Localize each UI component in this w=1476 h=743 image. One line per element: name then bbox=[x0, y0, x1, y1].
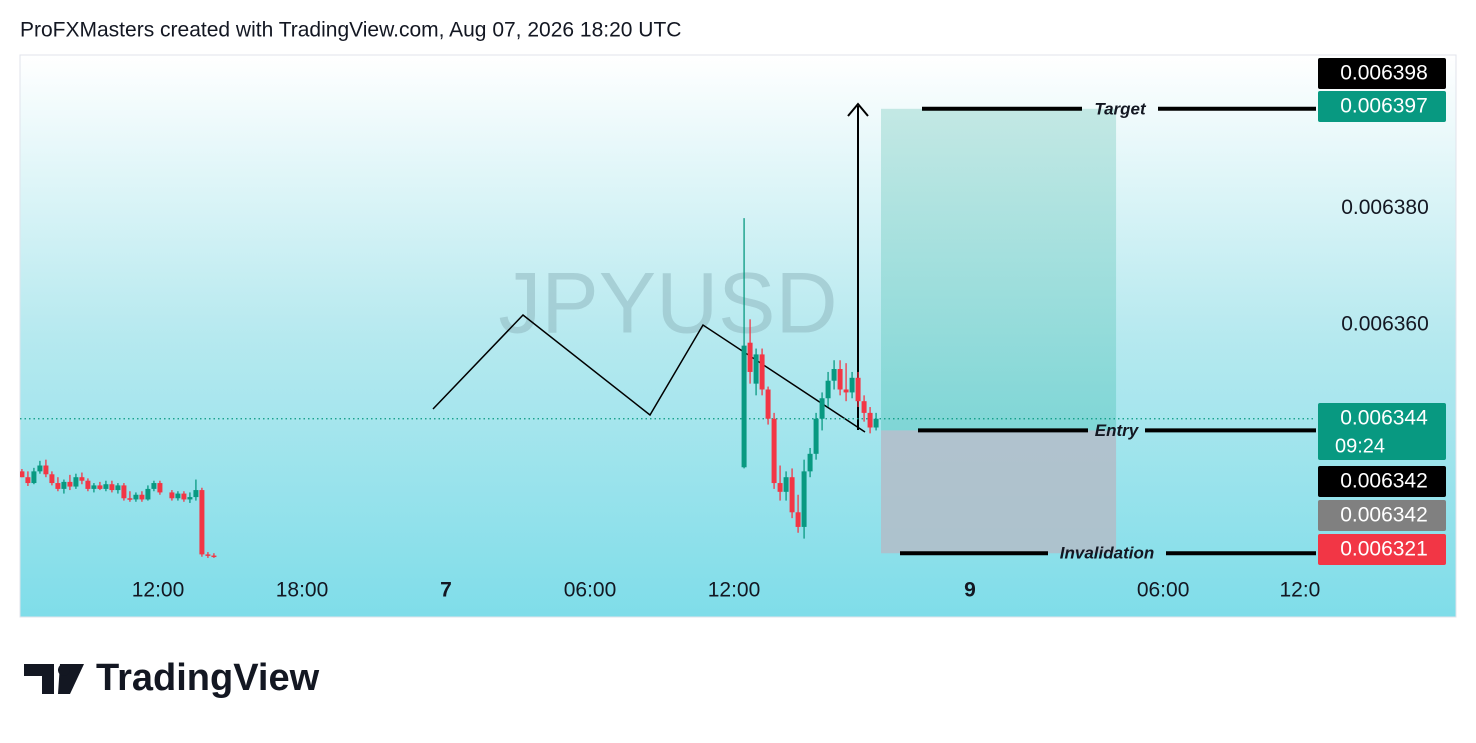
candle-body bbox=[861, 401, 867, 413]
candle-body bbox=[20, 471, 25, 478]
candle-body bbox=[103, 484, 109, 489]
candle-body bbox=[91, 485, 97, 489]
x-tick-label: 9 bbox=[964, 579, 976, 602]
header: ProFXMasters created with TradingView.co… bbox=[20, 19, 681, 42]
candle-body bbox=[867, 412, 873, 428]
price-label-box bbox=[1318, 91, 1446, 122]
candle-body bbox=[199, 490, 205, 555]
price-label-box bbox=[1318, 403, 1446, 460]
candle-body bbox=[801, 471, 807, 527]
candle-body bbox=[157, 483, 163, 493]
stop-label: Invalidation bbox=[1060, 544, 1154, 563]
target-zone bbox=[881, 108, 1117, 431]
x-tick-label: 18:00 bbox=[276, 579, 329, 602]
price-label-box bbox=[1318, 500, 1446, 531]
x-tick-label: 12:00 bbox=[708, 579, 761, 602]
candle-body bbox=[807, 453, 813, 472]
x-tick-label: 06:00 bbox=[1137, 579, 1190, 602]
candle-body bbox=[127, 498, 133, 500]
stop-zone bbox=[881, 430, 1117, 554]
candle-body bbox=[211, 555, 217, 558]
chart-area bbox=[19, 54, 1457, 618]
watermark: JPYUSD bbox=[498, 256, 837, 352]
x-tick-label: 7 bbox=[440, 579, 452, 602]
target-label: Target bbox=[1094, 99, 1147, 118]
candle-body bbox=[55, 483, 61, 489]
candle-body bbox=[181, 493, 187, 500]
candle-body bbox=[765, 389, 771, 419]
candle-body bbox=[849, 377, 855, 393]
candle-body bbox=[109, 484, 115, 491]
y-tick-label: 0.006380 bbox=[1341, 196, 1429, 219]
candle-body bbox=[187, 497, 193, 500]
price-label-box bbox=[1318, 534, 1446, 565]
candle-body bbox=[79, 477, 85, 481]
candle-body bbox=[175, 493, 181, 499]
countdown: 09:24 bbox=[1335, 435, 1385, 457]
candle-body bbox=[97, 485, 103, 489]
candle-body bbox=[73, 477, 79, 487]
price-label: 0.006321 bbox=[1340, 538, 1428, 561]
entry-label: Entry bbox=[1095, 421, 1140, 440]
candle-body bbox=[205, 554, 211, 556]
candle-body bbox=[855, 377, 861, 402]
candle-body bbox=[759, 354, 765, 390]
price-label-box bbox=[1318, 58, 1446, 89]
candle-body bbox=[61, 481, 67, 489]
candle-body bbox=[741, 345, 747, 468]
candle-body bbox=[37, 465, 43, 472]
footer-brand: TradingView bbox=[96, 657, 320, 699]
candle-body bbox=[151, 483, 157, 489]
candle-body bbox=[783, 477, 789, 492]
logo: TradingView bbox=[24, 657, 320, 699]
candle-body bbox=[115, 485, 121, 491]
x-tick-label: 06:00 bbox=[564, 579, 617, 602]
candle-body bbox=[753, 354, 759, 384]
price-label: 0.006342 bbox=[1340, 504, 1428, 527]
candle-body bbox=[67, 481, 73, 487]
candle-body bbox=[819, 398, 825, 419]
candle-body bbox=[85, 480, 91, 489]
candle-body bbox=[169, 492, 175, 499]
candle-body bbox=[193, 490, 199, 498]
candle-body bbox=[121, 485, 127, 499]
x-tick-label: 12:00 bbox=[132, 579, 185, 602]
candle-body bbox=[747, 342, 753, 372]
candle-body bbox=[133, 494, 139, 500]
candle-body bbox=[145, 488, 151, 500]
candle-body bbox=[139, 494, 145, 500]
candle-body bbox=[825, 380, 831, 399]
candle-body bbox=[837, 369, 843, 390]
x-tick-label: 12:0 bbox=[1279, 579, 1320, 602]
candle-body bbox=[25, 477, 31, 484]
candle-body bbox=[49, 474, 55, 484]
candle-body bbox=[795, 512, 801, 527]
candle-body bbox=[31, 471, 37, 484]
price-label: 0.006397 bbox=[1340, 95, 1428, 118]
candle-body bbox=[777, 483, 783, 492]
candle-body bbox=[873, 418, 879, 428]
y-tick-label: 0.006360 bbox=[1341, 313, 1429, 336]
candle-body bbox=[43, 465, 49, 475]
price-label: 0.006398 bbox=[1340, 62, 1428, 85]
price-label-box bbox=[1318, 466, 1446, 497]
price-label: 0.006344 bbox=[1340, 407, 1428, 430]
candle-body bbox=[771, 418, 777, 484]
candle-body bbox=[843, 389, 849, 393]
candle-body bbox=[789, 477, 795, 513]
price-label: 0.006342 bbox=[1340, 470, 1428, 493]
candle-body bbox=[813, 418, 819, 454]
candle-body bbox=[831, 369, 837, 381]
